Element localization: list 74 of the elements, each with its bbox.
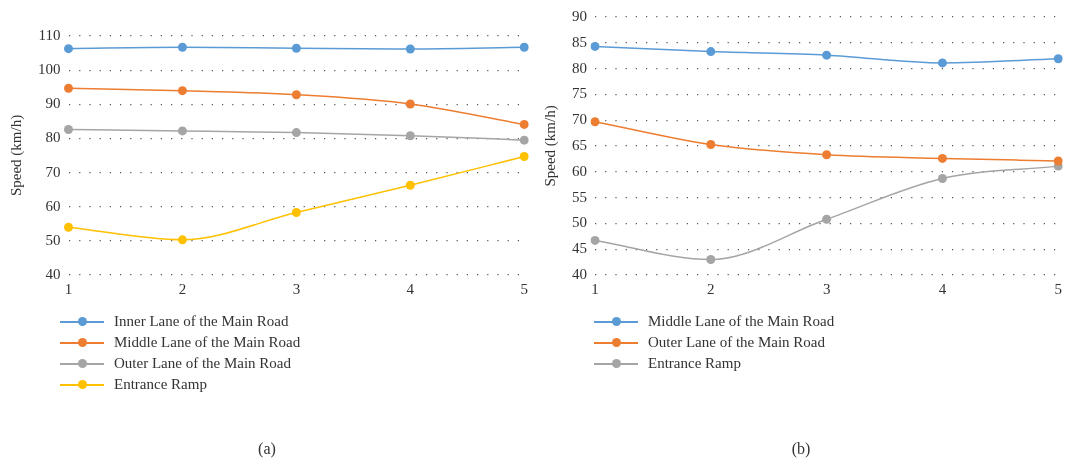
legend-label: Middle Lane of the Main Road [114, 334, 301, 351]
y-axis-title: Speed (km/h) [541, 105, 559, 187]
y-tick-label: 80 [45, 129, 61, 146]
x-tick-label: 1 [591, 280, 599, 297]
y-tick-label: 50 [45, 231, 61, 248]
x-tick-label: 2 [707, 280, 715, 297]
point [822, 50, 832, 60]
point [64, 125, 73, 135]
point [706, 47, 716, 57]
point [405, 99, 415, 109]
point [590, 235, 600, 245]
point [590, 117, 600, 127]
x-tick-label: 5 [520, 280, 528, 297]
y-tick-label: 65 [572, 136, 587, 153]
y-tick-label: 70 [572, 111, 587, 128]
point [519, 42, 529, 52]
legend-label: Inner Lane of the Main Road [114, 313, 289, 330]
point [405, 131, 415, 141]
y-axis-title: Speed (km/h) [7, 114, 25, 197]
legend-label: Middle Lane of the Main Road [648, 313, 835, 330]
point [706, 255, 716, 265]
legend-label: Outer Lane of the Main Road [114, 355, 292, 372]
point [177, 235, 187, 245]
x-tick-label: 5 [1054, 280, 1062, 297]
legend-label: Entrance Ramp [114, 376, 207, 393]
x-tick-label: 1 [64, 280, 73, 297]
y-tick-label: 90 [45, 95, 61, 112]
point [706, 139, 716, 149]
point [937, 174, 947, 184]
text: (a) [257, 440, 277, 458]
point [519, 135, 529, 145]
point [1053, 54, 1063, 64]
point [1053, 156, 1063, 166]
point [822, 150, 832, 160]
x-tick-label: 3 [292, 280, 301, 297]
x-tick-label: 3 [822, 280, 831, 297]
y-tick-label: 90 [572, 7, 587, 24]
x-tick-label: 4 [406, 280, 415, 297]
point [405, 44, 415, 54]
y-tick-label: 75 [572, 85, 587, 102]
point [291, 208, 301, 218]
y-tick-label: 100 [38, 61, 61, 78]
point [177, 126, 187, 136]
text: (b) [790, 440, 812, 458]
point [937, 58, 947, 68]
y-tick-label: 85 [572, 33, 587, 50]
legend-label: Outer Lane of the Main Road [648, 334, 826, 351]
x-tick-label: 4 [938, 280, 947, 297]
point [291, 43, 301, 53]
y-tick-label: 80 [572, 59, 587, 76]
point [177, 42, 187, 52]
y-tick-label: 50 [572, 214, 587, 231]
y-tick-label: 45 [572, 240, 587, 257]
point [822, 214, 832, 224]
point [937, 153, 947, 163]
y-tick-label: 70 [45, 163, 61, 180]
point [519, 119, 529, 129]
point [291, 90, 301, 100]
point [64, 222, 73, 232]
point [64, 83, 73, 93]
point [177, 86, 187, 96]
y-tick-label: 40 [45, 265, 61, 282]
y-tick-label: 60 [45, 197, 61, 214]
point [291, 128, 301, 138]
y-tick-label: 110 [38, 26, 61, 43]
point [590, 41, 600, 51]
legend-label: Entrance Ramp [648, 355, 741, 372]
y-tick-label: 40 [572, 265, 587, 282]
y-tick-label: 55 [572, 188, 587, 205]
point [519, 152, 529, 162]
point [64, 44, 73, 54]
point [405, 180, 415, 190]
y-tick-label: 60 [572, 162, 587, 179]
x-tick-label: 2 [178, 280, 187, 297]
